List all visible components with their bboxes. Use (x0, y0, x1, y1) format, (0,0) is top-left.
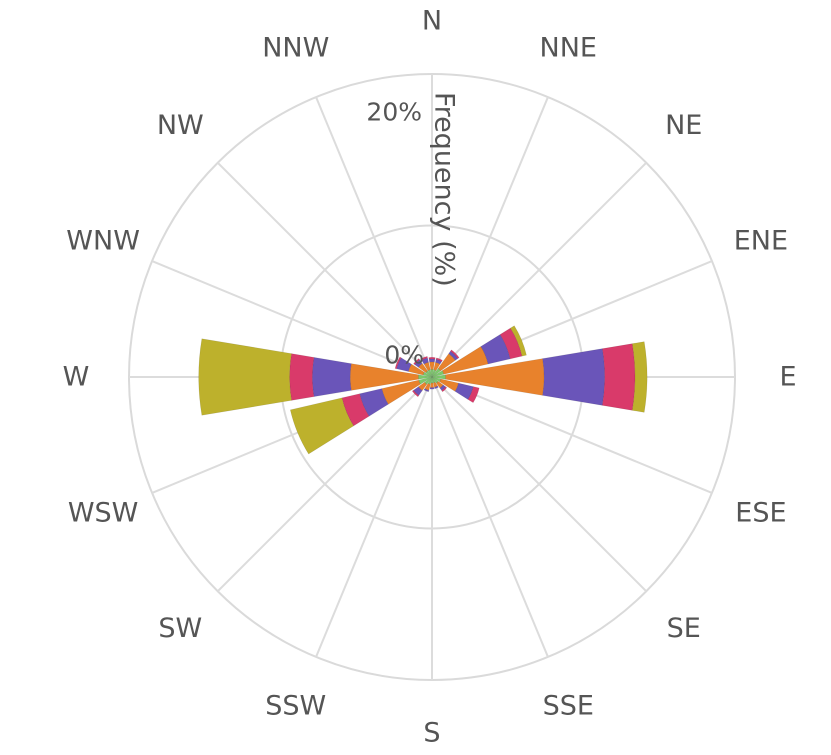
grid-spoke (315, 376, 433, 658)
wind-bar-segment (429, 387, 435, 390)
wind-bar-segment (427, 376, 433, 385)
wind-bar-segment (450, 349, 460, 359)
direction-labels: N NNE NE ENE E ESE SE SSE S SSW SW WSW W WNW NW NNW (63, 6, 797, 749)
direction-label-ne: NE (665, 110, 702, 141)
grid-spoke (431, 376, 647, 592)
wind-bar-segment (413, 358, 421, 366)
wind-bar-segment (434, 385, 439, 390)
direction-label-nnw: NNW (262, 33, 329, 64)
wind-bar-segment (439, 378, 459, 392)
grid-spoke (431, 96, 549, 378)
wind-bar-segment (289, 397, 354, 455)
wind-bar-segment (420, 355, 428, 361)
direction-label-n: N (422, 6, 442, 37)
radial-axis-title: Frequency (%) (429, 92, 460, 287)
wind-bar-segment (441, 386, 448, 393)
wind-bar-segment (421, 357, 429, 365)
grid-spoke (431, 376, 713, 494)
wind-bar-segment (499, 327, 523, 360)
wind-bar-segment (441, 346, 489, 375)
wind-bar-segment (359, 388, 389, 417)
wind-bar-segment (312, 357, 352, 397)
wind-bar-segment (431, 369, 437, 378)
wind-bar-segment (435, 358, 443, 365)
wind-bar-segment (418, 381, 428, 391)
wind-bar-segment (418, 363, 429, 374)
direction-label-ssw: SSW (265, 690, 326, 721)
grid-spoke (217, 376, 433, 592)
direction-label-wsw: WSW (68, 498, 139, 529)
wind-bar-segment (289, 353, 315, 401)
wind-bar-segment (381, 379, 421, 405)
wind-bar-segment (435, 357, 443, 362)
direction-label-nw: NW (157, 110, 204, 141)
wind-bar-segment (631, 341, 648, 413)
wind-bar-segment (510, 325, 527, 357)
radial-tick-label-max: 20% (366, 97, 422, 126)
grid-spoke (431, 162, 647, 378)
direction-label-se: SE (667, 613, 701, 644)
wind-bar-segment (411, 389, 420, 398)
grid-spoke (431, 376, 549, 658)
wind-bar-segment (542, 348, 606, 406)
wind-bar-segment (467, 386, 480, 404)
wind-bar-segment (430, 369, 434, 378)
wind-bar-segment (427, 369, 433, 378)
direction-label-ese: ESE (735, 498, 786, 529)
direction-label-e: E (779, 362, 796, 393)
direction-label-wnw: WNW (66, 225, 140, 256)
wind-bar-segment (423, 388, 430, 393)
wind-bar-segment (429, 382, 435, 388)
grid-spoke (151, 260, 433, 378)
wind-bar-segment (429, 361, 435, 370)
wind-bar-segment (454, 382, 474, 400)
direction-label-nne: NNE (540, 33, 597, 64)
grid-spoke (315, 96, 433, 378)
wind-bar-segment (424, 383, 431, 391)
direction-label-w: W (63, 362, 90, 393)
direction-label-s: S (423, 718, 440, 749)
direction-label-sse: SSE (543, 690, 594, 721)
wind-bar-segment (428, 358, 436, 363)
wind-bar-segment (394, 356, 402, 370)
wind-bars (198, 325, 648, 455)
direction-label-sw: SW (158, 613, 202, 644)
direction-label-ene: ENE (734, 225, 788, 256)
wind-bar-segment (439, 384, 446, 391)
wind-bar-segment (341, 393, 370, 427)
wind-bar-segment (428, 357, 436, 360)
wind-bar-segment (198, 338, 292, 416)
radial-tick-label-zero: 0% (384, 341, 424, 370)
wind-bar-segment (602, 343, 636, 411)
wind-bar-segment (414, 359, 423, 368)
radial-axis: 20% 0% Frequency (%) (366, 92, 459, 370)
wind-bar-segment (437, 353, 456, 372)
grid-spoke (217, 162, 433, 378)
